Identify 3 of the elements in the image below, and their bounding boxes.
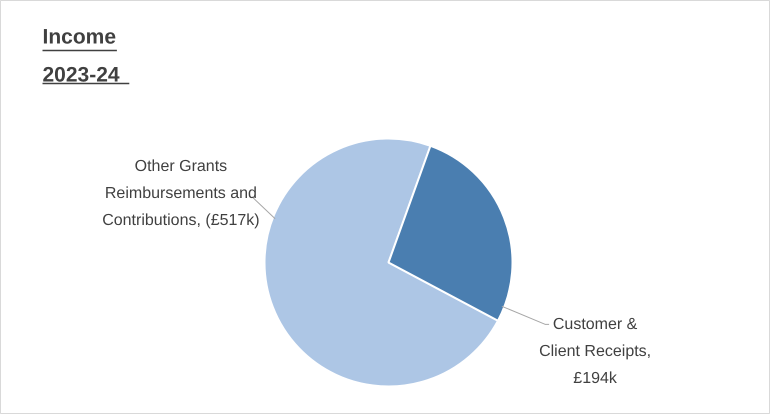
slice-label: Customer & Client Receipts, £194k	[539, 316, 652, 387]
chart-title: Income 2023-24	[42, 26, 120, 86]
slice-label: Other Grants Reimbursements and Contributions, (£517k)	[102, 158, 260, 230]
